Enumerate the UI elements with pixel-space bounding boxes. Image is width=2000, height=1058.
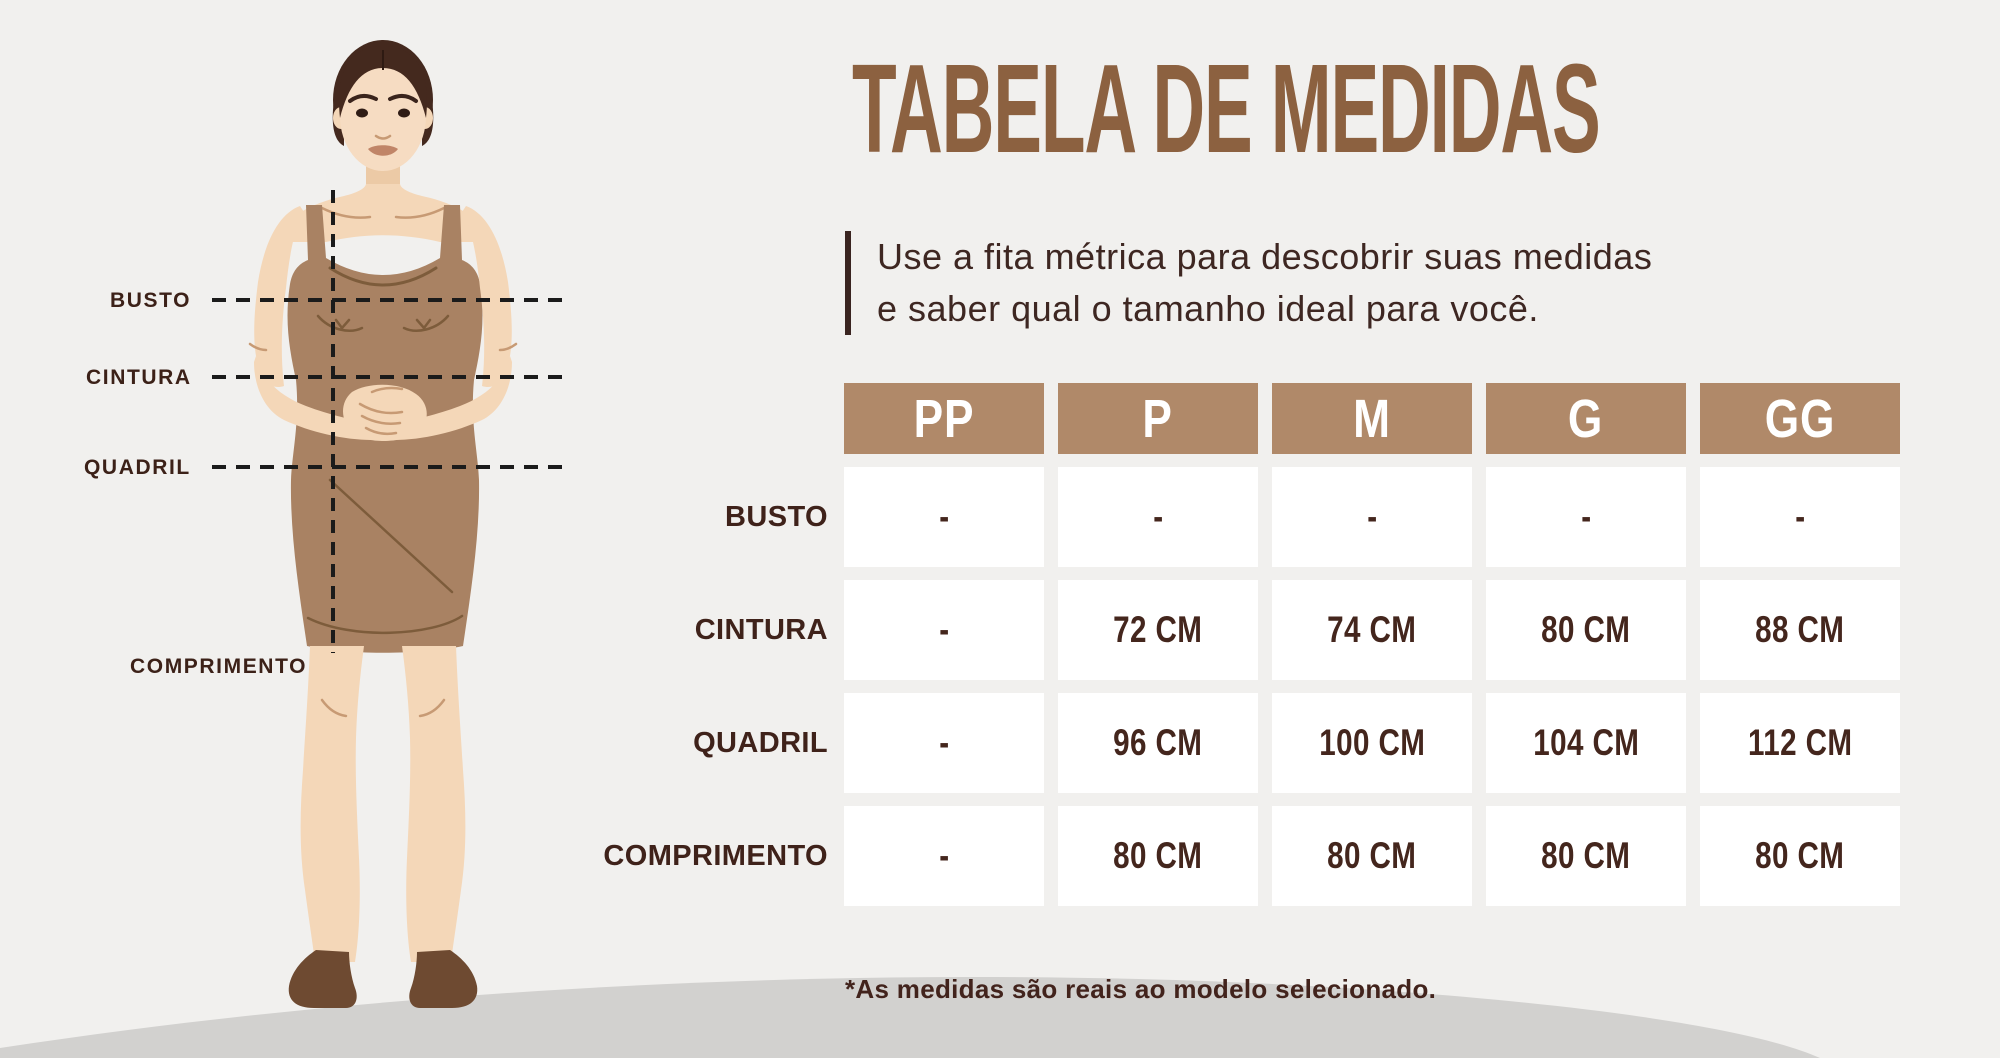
cell-quadril-pp-value: - <box>938 722 950 763</box>
page-title: TABELA DE MEDIDAS <box>852 38 2000 179</box>
figure-label-hip: QUADRIL <box>84 456 191 479</box>
cell-comprimento-pp: - <box>844 806 1044 906</box>
cell-comprimento-gg: 80 CM <box>1700 806 1900 906</box>
figure-label-waist: CINTURA <box>86 366 192 389</box>
cell-busto-g: - <box>1486 467 1686 567</box>
cell-cintura-g: 80 CM <box>1486 580 1686 680</box>
cell-quadril-gg: 112 CM <box>1700 693 1900 793</box>
woman-figure <box>212 40 562 1008</box>
cell-busto-p: - <box>1058 467 1258 567</box>
column-header-g-label: G <box>1568 388 1604 449</box>
cell-quadril-pp: - <box>844 693 1044 793</box>
cell-comprimento-g-value: 80 CM <box>1541 835 1631 876</box>
figure-hair-front <box>339 46 427 118</box>
size-table: PP P M G GG BUSTO - - - - - CINTURA - 72… <box>560 383 1900 906</box>
knee-lines <box>320 698 446 718</box>
cell-quadril-gg-value: 112 CM <box>1747 722 1853 763</box>
cell-cintura-gg-value: 88 CM <box>1755 609 1845 650</box>
footnote: *As medidas são reais ao modelo selecion… <box>845 974 1437 1004</box>
column-header-gg-label: GG <box>1764 388 1836 449</box>
dress-neckline-seam <box>328 266 438 287</box>
cell-busto-g-value: - <box>1580 496 1592 537</box>
column-header-gg: GG <box>1700 383 1900 454</box>
row-label-quadril: QUADRIL <box>693 726 828 759</box>
subtitle-text: Use a fita métrica para descobrir suas m… <box>877 231 1652 335</box>
page-title-text: TABELA DE MEDIDAS <box>852 38 1601 179</box>
dress-bust-seams <box>316 314 450 332</box>
dress-fold-lines <box>306 478 464 635</box>
cell-cintura-m-value: 74 CM <box>1327 609 1417 650</box>
cell-busto-p-value: - <box>1152 496 1164 537</box>
figure-chest <box>278 184 488 242</box>
row-label-cintura: CINTURA <box>694 613 828 646</box>
cell-busto-pp-value: - <box>938 496 950 537</box>
subtitle-block: Use a fita métrica para descobrir suas m… <box>845 231 1652 335</box>
lips <box>368 145 398 156</box>
column-header-g: G <box>1486 383 1686 454</box>
cell-quadril-p: 96 CM <box>1058 693 1258 793</box>
row-label-busto: BUSTO <box>725 500 828 533</box>
collarbone-lines <box>320 206 446 219</box>
subtitle-line-2: e saber qual o tamanho ideal para você. <box>877 288 1539 329</box>
cell-cintura-pp-value: - <box>938 609 950 650</box>
left-forearm <box>254 356 372 440</box>
column-header-pp: PP <box>844 383 1044 454</box>
cell-cintura-m: 74 CM <box>1272 580 1472 680</box>
subtitle-accent-bar <box>845 231 851 335</box>
cell-quadril-m-value: 100 CM <box>1318 722 1426 763</box>
figure-label-bust: BUSTO <box>110 289 192 312</box>
cell-cintura-g-value: 80 CM <box>1541 609 1631 650</box>
column-header-p: P <box>1058 383 1258 454</box>
cell-comprimento-m-value: 80 CM <box>1327 835 1417 876</box>
cell-busto-gg-value: - <box>1794 496 1806 537</box>
table-corner-cell <box>560 383 830 454</box>
cell-comprimento-p: 80 CM <box>1058 806 1258 906</box>
cell-quadril-g: 104 CM <box>1486 693 1686 793</box>
cell-cintura-gg: 88 CM <box>1700 580 1900 680</box>
right-leg <box>402 646 466 962</box>
nose <box>374 134 392 140</box>
left-shoe <box>288 950 357 1008</box>
eyebrows <box>348 94 418 103</box>
column-header-m: M <box>1272 383 1472 454</box>
cell-busto-m-value: - <box>1366 496 1378 537</box>
row-label-comprimento: COMPRIMENTO <box>603 839 828 872</box>
column-header-m-label: M <box>1353 388 1391 449</box>
hand-and-elbow-lines <box>248 342 518 436</box>
cell-busto-gg: - <box>1700 467 1900 567</box>
cell-quadril-p-value: 96 CM <box>1113 722 1203 763</box>
subtitle-line-1: Use a fita métrica para descobrir suas m… <box>877 236 1653 277</box>
cell-busto-pp: - <box>844 467 1044 567</box>
left-eye <box>356 108 368 118</box>
column-header-pp-label: PP <box>913 388 975 449</box>
right-upper-arm <box>462 206 512 388</box>
right-eye <box>398 108 410 118</box>
cell-comprimento-g: 80 CM <box>1486 806 1686 906</box>
cell-comprimento-gg-value: 80 CM <box>1755 835 1845 876</box>
cell-quadril-m: 100 CM <box>1272 693 1472 793</box>
figure-face <box>340 61 426 171</box>
cell-comprimento-m: 80 CM <box>1272 806 1472 906</box>
cell-comprimento-pp-value: - <box>938 835 950 876</box>
cell-comprimento-p-value: 80 CM <box>1113 835 1203 876</box>
cell-cintura-pp: - <box>844 580 1044 680</box>
cell-cintura-p-value: 72 CM <box>1113 609 1203 650</box>
cell-cintura-p: 72 CM <box>1058 580 1258 680</box>
cell-quadril-g-value: 104 CM <box>1532 722 1640 763</box>
right-shoe <box>409 950 478 1008</box>
column-header-p-label: P <box>1142 388 1174 449</box>
left-leg <box>300 646 364 962</box>
cell-busto-m: - <box>1272 467 1472 567</box>
figure-label-length: COMPRIMENTO <box>130 655 308 678</box>
left-upper-arm <box>254 206 304 388</box>
